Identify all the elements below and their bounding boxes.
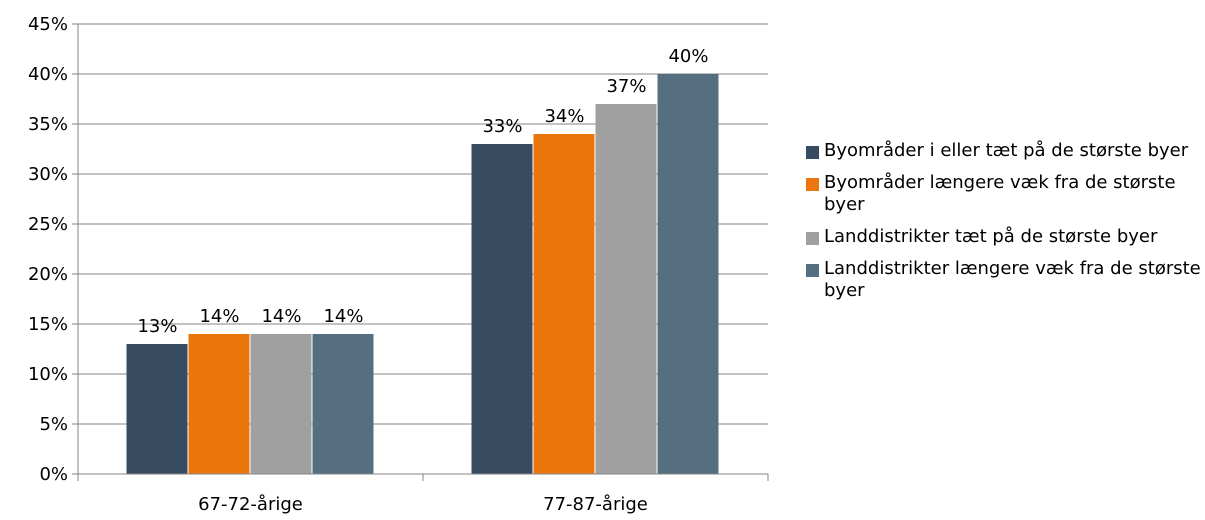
y-tick-label: 10% [28,364,68,385]
category-label: 77-87-årige [543,494,648,515]
data-label: 37% [606,76,646,97]
y-tick-label: 30% [28,164,68,185]
legend-label: Byområder længere væk fra de største bye… [824,172,1176,215]
legend-label: Byområder i eller tæt på de største byer [824,140,1189,161]
legend-label: Landdistrikter længere væk fra de størst… [824,258,1201,301]
y-tick-label: 5% [39,414,68,435]
y-axis-ticks: 0% 5% 10% 15% 20% 25% 30% 35% 40% 45% [28,14,78,485]
bar [312,334,374,474]
bar [250,334,312,474]
y-tick-label: 0% [39,464,68,485]
legend-item: Byområder længere væk fra de største bye… [806,172,1201,216]
bar [657,74,719,474]
data-label: 14% [323,306,363,327]
data-label: 13% [137,316,177,337]
legend-swatch [806,232,819,245]
legend-label: Landdistrikter tæt på de største byer [824,226,1158,247]
bar [595,104,657,474]
data-label: 34% [544,106,584,127]
bar [533,134,595,474]
bars [126,74,719,474]
y-tick-label: 40% [28,64,68,85]
data-label: 14% [199,306,239,327]
y-tick-label: 35% [28,114,68,135]
legend-item: Landdistrikter tæt på de største byer [806,226,1201,248]
bar [126,344,188,474]
legend-swatch [806,146,819,159]
data-label: 40% [668,46,708,67]
y-tick-label: 25% [28,214,68,235]
bar [471,144,533,474]
y-tick-label: 20% [28,264,68,285]
category-labels: 67-72-årige 77-87-årige [198,494,648,515]
bar [188,334,250,474]
y-tick-label: 45% [28,14,68,35]
y-tick-label: 15% [28,314,68,335]
legend-item: Landdistrikter længere væk fra de størst… [806,258,1201,302]
legend-swatch [806,178,819,191]
data-labels: 13% 14% 14% 14% 33% 34% 37% 40% [137,46,708,337]
bar-chart: 0% 5% 10% 15% 20% 25% 30% 35% 40% 45% 13% 14% 14% 14… [28,14,769,515]
legend-swatch [806,264,819,277]
legend: Byområder i eller tæt på de største byer… [806,140,1201,312]
legend-item: Byområder i eller tæt på de største byer [806,140,1201,162]
axes [77,24,769,481]
category-label: 67-72-årige [198,494,303,515]
data-label: 14% [261,306,301,327]
data-label: 33% [482,116,522,137]
